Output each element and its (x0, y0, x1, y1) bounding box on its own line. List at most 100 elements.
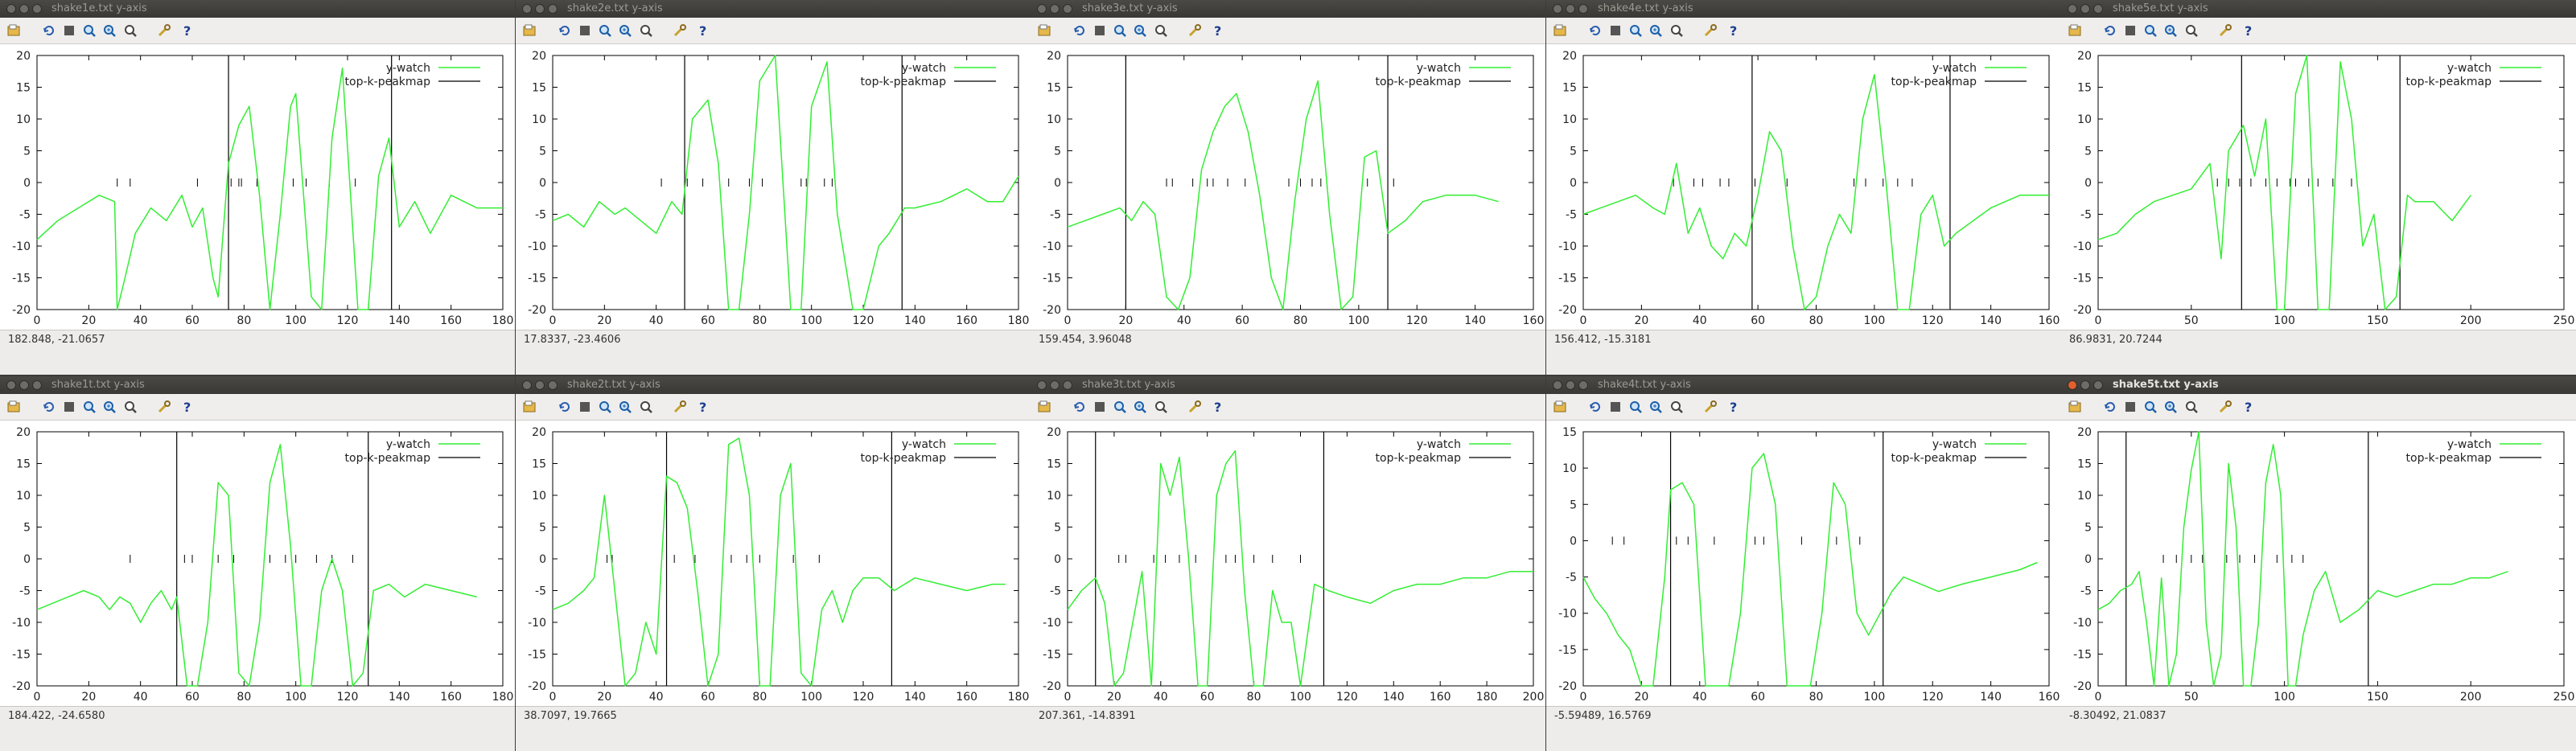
help-icon[interactable]: ? (180, 400, 195, 414)
maximize-icon[interactable] (32, 4, 42, 14)
replot-icon[interactable] (2103, 400, 2117, 414)
unzoom-icon[interactable] (1154, 400, 1168, 414)
unzoom-icon[interactable] (639, 23, 653, 38)
unzoom-icon[interactable] (1669, 23, 1684, 38)
settings-icon[interactable] (2218, 400, 2232, 414)
plot-area[interactable]: 0 20 40 60 80 100 120 140 160 180 -20 -15 -10 -5 0 5 10 1… (516, 421, 1031, 706)
maximize-icon[interactable] (2093, 4, 2103, 14)
grid-icon[interactable] (2123, 400, 2138, 414)
plot-area[interactable]: 0 20 40 60 80 100 120 140 160 180 -20 -15 -10 -5 0 5 10 1… (516, 44, 1031, 330)
help-icon[interactable]: ? (696, 400, 710, 414)
replot-icon[interactable] (1588, 400, 1603, 414)
minimize-icon[interactable] (2080, 380, 2090, 390)
zoom-previous-icon[interactable] (2143, 23, 2158, 38)
maximize-icon[interactable] (1063, 380, 1072, 390)
close-icon[interactable] (1037, 4, 1047, 14)
zoom-next-icon[interactable] (102, 400, 117, 414)
window-titlebar[interactable]: shake4t.txt y-axis (1546, 376, 2061, 394)
replot-icon[interactable] (42, 23, 56, 38)
plot-window[interactable]: shake1t.txt y-axis? 0 20 40 60 80 100 120 140 160… (0, 376, 515, 751)
plot-area[interactable]: 0 20 40 60 80 100 120 140 160 180 -20 -15 -10 -5 0 5 10 1… (0, 421, 515, 706)
export-icon[interactable] (6, 400, 21, 414)
plot-window[interactable]: shake5t.txt y-axis? 0 50 100 150 200 250 -20 -15… (2061, 376, 2576, 751)
help-icon[interactable]: ? (1726, 400, 1741, 414)
unzoom-icon[interactable] (123, 400, 138, 414)
plot-window[interactable]: shake4e.txt y-axis? 0 20 40 60 80 100 120 140 160… (1546, 0, 2061, 375)
maximize-icon[interactable] (1063, 4, 1072, 14)
export-icon[interactable] (2068, 23, 2082, 38)
zoom-next-icon[interactable] (2163, 400, 2178, 414)
help-icon[interactable]: ? (2241, 23, 2256, 38)
maximize-icon[interactable] (2093, 380, 2103, 390)
plot-area[interactable]: 0 20 40 60 80 100 120 140 160 -20 -15 -10 -5 0 5 10 15 20… (1031, 44, 1545, 330)
unzoom-icon[interactable] (1669, 400, 1684, 414)
settings-icon[interactable] (157, 400, 171, 414)
export-icon[interactable] (1553, 23, 1567, 38)
replot-icon[interactable] (2103, 23, 2117, 38)
replot-icon[interactable] (558, 400, 572, 414)
window-titlebar[interactable]: shake4e.txt y-axis (1546, 0, 2061, 18)
close-icon[interactable] (1553, 4, 1562, 14)
export-icon[interactable] (1037, 400, 1051, 414)
zoom-next-icon[interactable] (618, 400, 632, 414)
grid-icon[interactable] (578, 23, 592, 38)
zoom-previous-icon[interactable] (598, 23, 612, 38)
zoom-next-icon[interactable] (618, 23, 632, 38)
window-titlebar[interactable]: shake1t.txt y-axis (0, 376, 515, 394)
close-icon[interactable] (6, 4, 16, 14)
grid-icon[interactable] (1608, 23, 1623, 38)
maximize-icon[interactable] (32, 380, 42, 390)
plot-area[interactable]: 0 20 40 60 80 100 120 140 160 -20 -15 -10 -5 0 5 10 15 y-… (1546, 421, 2061, 706)
grid-icon[interactable] (578, 400, 592, 414)
zoom-previous-icon[interactable] (82, 23, 97, 38)
zoom-previous-icon[interactable] (598, 400, 612, 414)
grid-icon[interactable] (1093, 400, 1107, 414)
minimize-icon[interactable] (535, 380, 545, 390)
export-icon[interactable] (1553, 400, 1567, 414)
settings-icon[interactable] (2218, 23, 2232, 38)
help-icon[interactable]: ? (696, 23, 710, 38)
minimize-icon[interactable] (1050, 380, 1060, 390)
grid-icon[interactable] (1093, 23, 1107, 38)
minimize-icon[interactable] (2080, 4, 2090, 14)
window-titlebar[interactable]: shake5e.txt y-axis (2061, 0, 2576, 18)
unzoom-icon[interactable] (123, 23, 138, 38)
maximize-icon[interactable] (1578, 4, 1588, 14)
settings-icon[interactable] (157, 23, 171, 38)
plot-window[interactable]: shake5e.txt y-axis? 0 50 100 150 200 250 -20 -15… (2061, 0, 2576, 375)
zoom-next-icon[interactable] (102, 23, 117, 38)
plot-area[interactable]: 0 50 100 150 200 250 -20 -15 -10 -5 0 5 10 15 20 y-watc… (2061, 44, 2576, 330)
unzoom-icon[interactable] (639, 400, 653, 414)
plot-window[interactable]: shake2e.txt y-axis? 0 20 40 60 80 100 120 140 160… (516, 0, 1031, 375)
zoom-next-icon[interactable] (1133, 400, 1147, 414)
maximize-icon[interactable] (1578, 380, 1588, 390)
unzoom-icon[interactable] (2184, 23, 2199, 38)
help-icon[interactable]: ? (1726, 23, 1741, 38)
plot-window[interactable]: shake4t.txt y-axis? 0 20 40 60 80 100 120 140 160… (1546, 376, 2061, 751)
replot-icon[interactable] (1072, 400, 1087, 414)
export-icon[interactable] (1037, 23, 1051, 38)
plot-area[interactable]: 0 20 40 60 80 100 120 140 160 -20 -15 -10 -5 0 5 10 15 20… (1546, 44, 2061, 330)
export-icon[interactable] (2068, 400, 2082, 414)
settings-icon[interactable] (1703, 400, 1718, 414)
unzoom-icon[interactable] (1154, 23, 1168, 38)
minimize-icon[interactable] (19, 380, 29, 390)
zoom-previous-icon[interactable] (1113, 400, 1127, 414)
settings-icon[interactable] (1703, 23, 1718, 38)
close-icon[interactable] (6, 380, 16, 390)
plot-window[interactable]: shake3t.txt y-axis? 0 20 40 60 80 100 120 140 160… (1031, 376, 1545, 751)
unzoom-icon[interactable] (2184, 400, 2199, 414)
settings-icon[interactable] (673, 23, 687, 38)
grid-icon[interactable] (2123, 23, 2138, 38)
minimize-icon[interactable] (1050, 4, 1060, 14)
zoom-next-icon[interactable] (1648, 23, 1663, 38)
replot-icon[interactable] (42, 400, 56, 414)
zoom-next-icon[interactable] (2163, 23, 2178, 38)
replot-icon[interactable] (1588, 23, 1603, 38)
close-icon[interactable] (522, 4, 532, 14)
zoom-previous-icon[interactable] (1628, 23, 1643, 38)
minimize-icon[interactable] (535, 4, 545, 14)
minimize-icon[interactable] (19, 4, 29, 14)
grid-icon[interactable] (62, 400, 76, 414)
window-titlebar[interactable]: shake3e.txt y-axis (1031, 0, 1545, 18)
